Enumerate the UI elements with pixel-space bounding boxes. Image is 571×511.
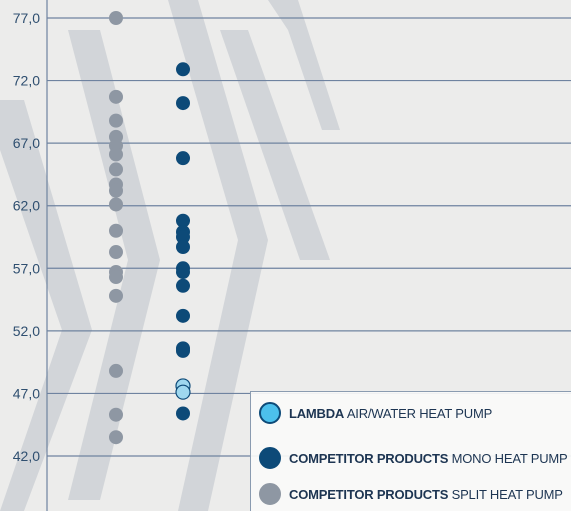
legend-item-mono: COMPETITOR PRODUCTS MONO HEAT PUMP bbox=[259, 445, 568, 471]
data-point-series-1 bbox=[176, 278, 190, 293]
data-point-series-0 bbox=[109, 113, 123, 128]
decor-chevron-4 bbox=[220, 30, 330, 260]
data-point-series-1 bbox=[176, 343, 190, 358]
y-tick-label: 77,0 bbox=[13, 10, 40, 26]
y-tick-label: 67,0 bbox=[13, 135, 40, 151]
data-point-series-0 bbox=[109, 288, 123, 303]
legend-label-lambda: LAMBDA AIR/WATER HEAT PUMP bbox=[289, 405, 493, 421]
y-tick-label: 62,0 bbox=[13, 198, 40, 214]
data-point-series-0 bbox=[109, 147, 123, 162]
data-point-series-0 bbox=[109, 11, 123, 25]
data-point-series-1 bbox=[176, 230, 190, 244]
data-point-series-1 bbox=[176, 62, 190, 77]
y-tick-label: 72,0 bbox=[13, 73, 40, 89]
decor-chevron-2 bbox=[0, 100, 92, 511]
legend-swatch-mono bbox=[259, 447, 281, 469]
legend-swatch-lambda bbox=[259, 402, 281, 424]
y-tick-label: 42,0 bbox=[13, 448, 40, 464]
legend-label-split: COMPETITOR PRODUCTS SPLIT HEAT PUMP bbox=[289, 486, 563, 502]
data-point-series-0 bbox=[109, 407, 123, 422]
data-points bbox=[109, 11, 191, 445]
legend: LAMBDA AIR/WATER HEAT PUMP COMPETITOR PR… bbox=[250, 391, 571, 511]
data-point-series-0 bbox=[109, 162, 123, 177]
legend-swatch-split bbox=[259, 483, 281, 505]
data-point-series-0 bbox=[109, 197, 123, 212]
data-point-series-1 bbox=[176, 151, 190, 166]
background-chevrons bbox=[0, 0, 340, 511]
data-point-series-2 bbox=[175, 384, 191, 400]
decor-chevron-3 bbox=[268, 0, 340, 130]
decor-chevron-1 bbox=[168, 0, 268, 511]
gridlines bbox=[47, 17, 571, 457]
y-tick-label: 47,0 bbox=[13, 385, 40, 401]
data-point-series-0 bbox=[109, 270, 123, 285]
data-point-series-1 bbox=[176, 240, 190, 255]
data-point-series-0 bbox=[109, 183, 123, 198]
data-point-series-0 bbox=[109, 89, 123, 104]
data-point-series-1 bbox=[176, 406, 190, 421]
y-tick-label: 57,0 bbox=[13, 260, 40, 276]
data-point-series-0 bbox=[109, 223, 123, 238]
legend-item-split: COMPETITOR PRODUCTS SPLIT HEAT PUMP bbox=[259, 481, 563, 507]
data-point-series-0 bbox=[109, 430, 123, 445]
data-point-series-0 bbox=[109, 363, 123, 378]
legend-item-lambda: LAMBDA AIR/WATER HEAT PUMP bbox=[259, 400, 492, 426]
data-point-series-1 bbox=[176, 213, 190, 228]
data-point-series-1 bbox=[176, 96, 190, 111]
data-point-series-1 bbox=[176, 308, 190, 323]
legend-label-mono: COMPETITOR PRODUCTS MONO HEAT PUMP bbox=[289, 450, 568, 466]
y-tick-labels: 77,0 72,0 67,0 62,0 57,0 52,0 47,0 42,0 bbox=[13, 10, 40, 464]
data-point-series-1 bbox=[176, 265, 190, 280]
data-point-series-0 bbox=[109, 245, 123, 260]
y-tick-label: 52,0 bbox=[13, 323, 40, 339]
